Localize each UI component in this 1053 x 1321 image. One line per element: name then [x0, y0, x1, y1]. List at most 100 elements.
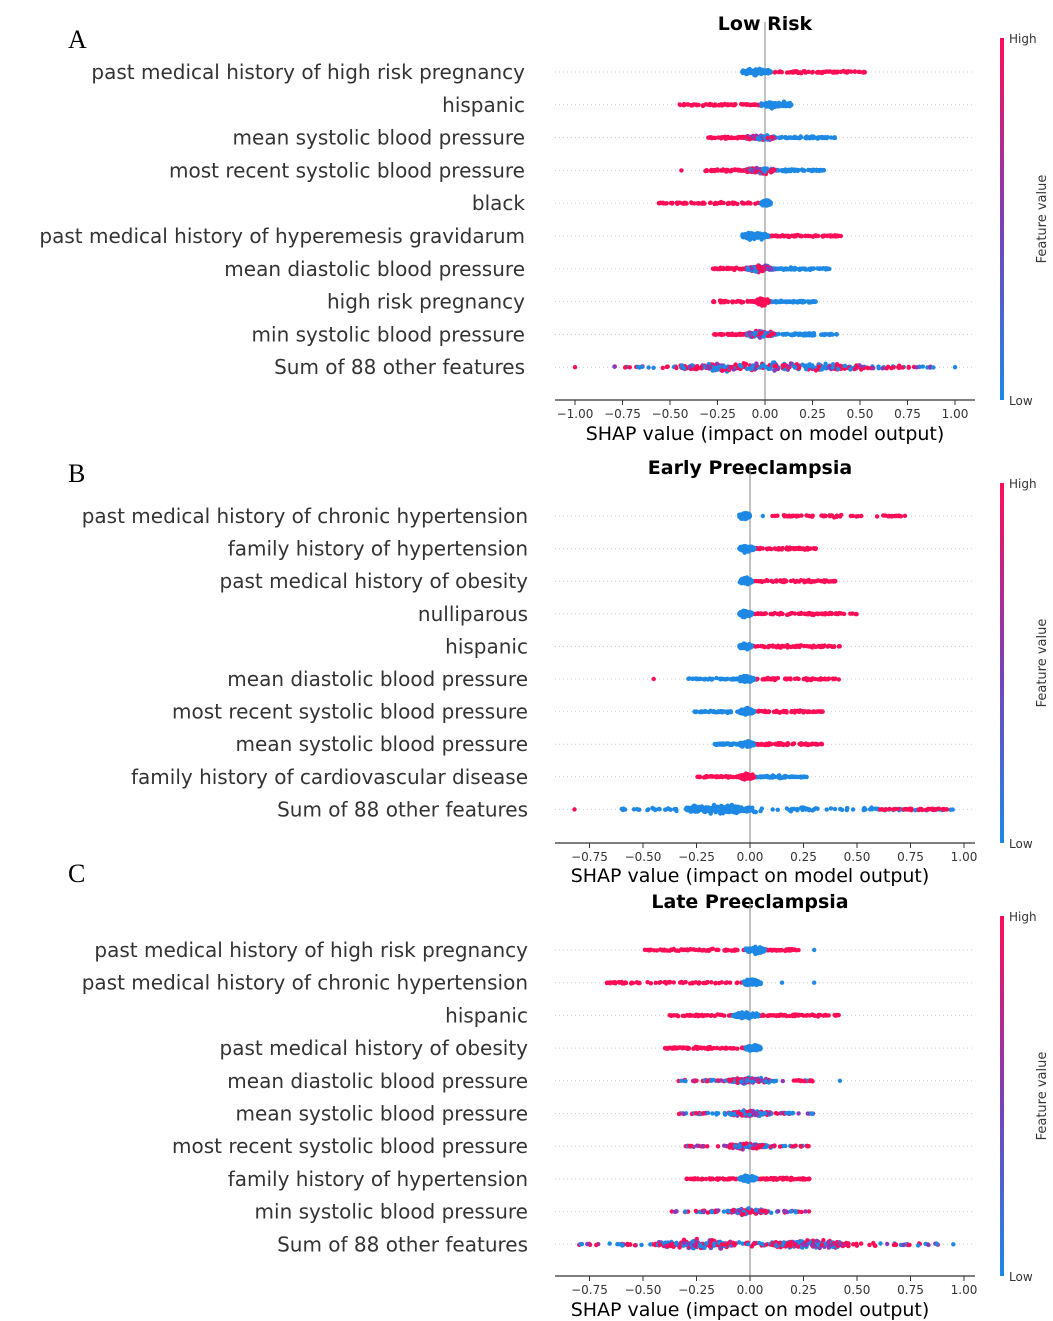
shap-point	[707, 366, 712, 371]
shap-point	[834, 332, 839, 337]
shap-point	[889, 514, 894, 519]
panel-letter: B	[68, 459, 85, 488]
shap-point	[824, 807, 829, 812]
shap-point	[708, 676, 713, 682]
shap-point	[765, 233, 770, 238]
shap-point	[721, 299, 727, 304]
shap-point	[828, 806, 834, 811]
shap-point	[701, 201, 706, 206]
shap-point	[768, 104, 773, 110]
shap-point	[701, 947, 707, 953]
shap-point	[784, 806, 790, 811]
shap-point	[730, 299, 735, 304]
shap-point	[715, 168, 720, 173]
colorbar-label: Feature value	[1035, 619, 1050, 708]
shap-point	[746, 711, 751, 716]
shap-point	[677, 102, 683, 108]
shap-point	[782, 676, 788, 682]
shap-point	[815, 611, 821, 617]
shap-point	[812, 579, 817, 584]
shap-point	[728, 710, 734, 715]
shap-point	[806, 69, 811, 75]
shap-point	[738, 611, 744, 616]
shap-point	[732, 808, 738, 813]
shap-point	[762, 611, 767, 617]
shap-point	[682, 200, 687, 205]
shap-point	[689, 200, 694, 206]
shap-point	[830, 362, 836, 367]
shap-point	[779, 299, 784, 304]
shap-point	[760, 302, 765, 307]
shap-point	[717, 332, 722, 337]
shap-point	[708, 807, 714, 812]
shap-point	[713, 981, 718, 986]
shap-point	[738, 676, 744, 682]
shap-point	[688, 364, 693, 369]
shap-point	[696, 676, 701, 682]
shap-point	[791, 644, 796, 649]
shap-point	[786, 612, 791, 617]
shap-point	[737, 709, 742, 714]
shap-point	[756, 611, 761, 617]
feature-dots	[737, 543, 819, 555]
feature-dots	[604, 977, 817, 988]
x-tick-label: 0.00	[752, 407, 779, 421]
shap-point	[680, 947, 685, 953]
shap-point	[766, 68, 771, 73]
shap-point	[920, 807, 925, 813]
shap-point	[707, 947, 713, 952]
feature-label: past medical history of chronic hyperten…	[82, 504, 528, 528]
x-tick-label: −1.00	[557, 407, 594, 421]
shap-point	[803, 366, 809, 372]
shap-point	[746, 742, 751, 747]
feature-label: mean systolic blood pressure	[233, 126, 525, 150]
shap-point	[723, 947, 729, 952]
feature-label: past medical history of high risk pregna…	[91, 60, 525, 84]
shap-point	[732, 267, 737, 273]
shap-point	[718, 168, 723, 173]
shap-point	[694, 367, 699, 372]
shap-point	[787, 545, 793, 550]
shap-point	[815, 742, 821, 747]
shap-point	[822, 579, 827, 585]
shap-point	[876, 364, 881, 369]
shap-point	[830, 365, 835, 370]
shap-point	[662, 948, 667, 953]
shap-point	[795, 808, 800, 813]
shap-point	[703, 102, 709, 107]
feature-dots	[642, 944, 817, 957]
shap-point	[764, 578, 769, 583]
feature-label: hispanic	[445, 634, 528, 658]
shap-point	[744, 946, 749, 952]
feature-label: past medical history of hyperemesis grav…	[39, 224, 525, 248]
shap-point	[731, 677, 736, 682]
shap-point	[704, 808, 710, 813]
shap-point	[778, 947, 784, 953]
shap-point	[779, 70, 784, 75]
shap-point	[787, 104, 792, 109]
shap-point	[646, 365, 651, 370]
shap-point	[722, 364, 727, 370]
shap-point	[787, 70, 792, 75]
shap-point	[715, 367, 720, 372]
shap-point	[838, 806, 843, 812]
shap-point	[769, 774, 774, 779]
shap-point	[652, 948, 657, 953]
shap-point	[719, 676, 724, 682]
shap-point	[813, 806, 818, 811]
shap-point	[711, 135, 716, 140]
shap-point	[758, 775, 763, 780]
shap-point	[887, 806, 892, 812]
feature-dots	[706, 133, 838, 142]
shap-point	[770, 807, 775, 812]
shap-point	[742, 69, 747, 74]
shap-point	[844, 807, 849, 813]
shap-point	[748, 610, 753, 615]
shap-point	[680, 363, 685, 368]
shap-point	[734, 980, 739, 986]
shap-point	[755, 981, 760, 987]
